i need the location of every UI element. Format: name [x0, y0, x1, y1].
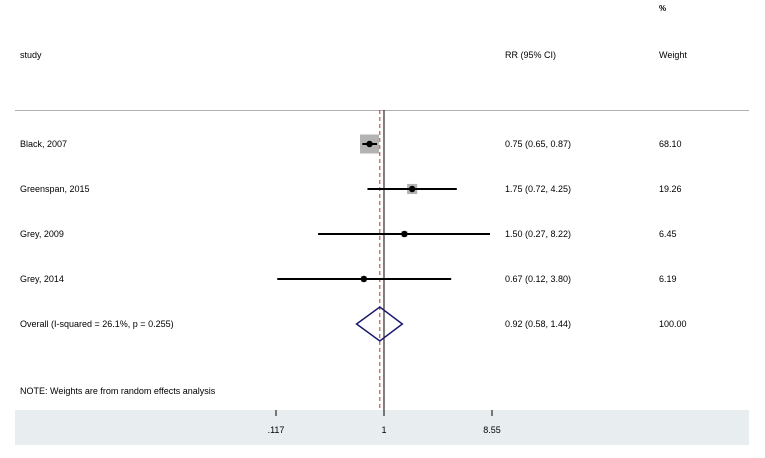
point-estimate-dot: [401, 230, 408, 238]
overall-diamond: [355, 306, 404, 342]
point-estimate-dot: [408, 185, 416, 193]
overall-ci-text: 0.92 (0.58, 1.44): [505, 319, 572, 329]
study-ci-text: 0.67 (0.12, 3.80): [505, 274, 572, 284]
effect-column-header: RR (95% CI): [505, 50, 557, 60]
study-ci-text: 1.50 (0.27, 8.22): [505, 229, 572, 239]
x-tick-label: 1: [381, 425, 387, 435]
study-label: Grey, 2014: [20, 274, 64, 284]
study-weight-text: 6.45: [659, 229, 677, 239]
study-label: Black, 2007: [20, 139, 68, 149]
study-weight-text: 19.26: [659, 184, 682, 194]
weight-column-header: Weight: [659, 50, 687, 60]
overall-label: Overall (I-squared = 26.1%, p = 0.255): [20, 319, 174, 329]
study-ci-text: 0.75 (0.65, 0.87): [505, 139, 572, 149]
point-estimate-dot: [360, 275, 368, 283]
x-tick-label: .117: [267, 425, 285, 435]
point-estimate-dot: [366, 140, 373, 148]
weight-percent-header: %: [659, 4, 667, 13]
study-label: Grey, 2009: [20, 229, 64, 239]
weights-note: NOTE: Weights are from random effects an…: [20, 386, 216, 396]
axis-background-band: [15, 410, 749, 445]
study-weight-text: 6.19: [659, 274, 677, 284]
study-column-header: study: [20, 50, 42, 60]
x-tick-label: 8.55: [483, 425, 501, 435]
study-ci-text: 1.75 (0.72, 4.25): [505, 184, 572, 194]
study-weight-text: 68.10: [659, 139, 682, 149]
study-label: Greenspan, 2015: [20, 184, 90, 194]
overall-weight-text: 100.00: [659, 319, 687, 329]
